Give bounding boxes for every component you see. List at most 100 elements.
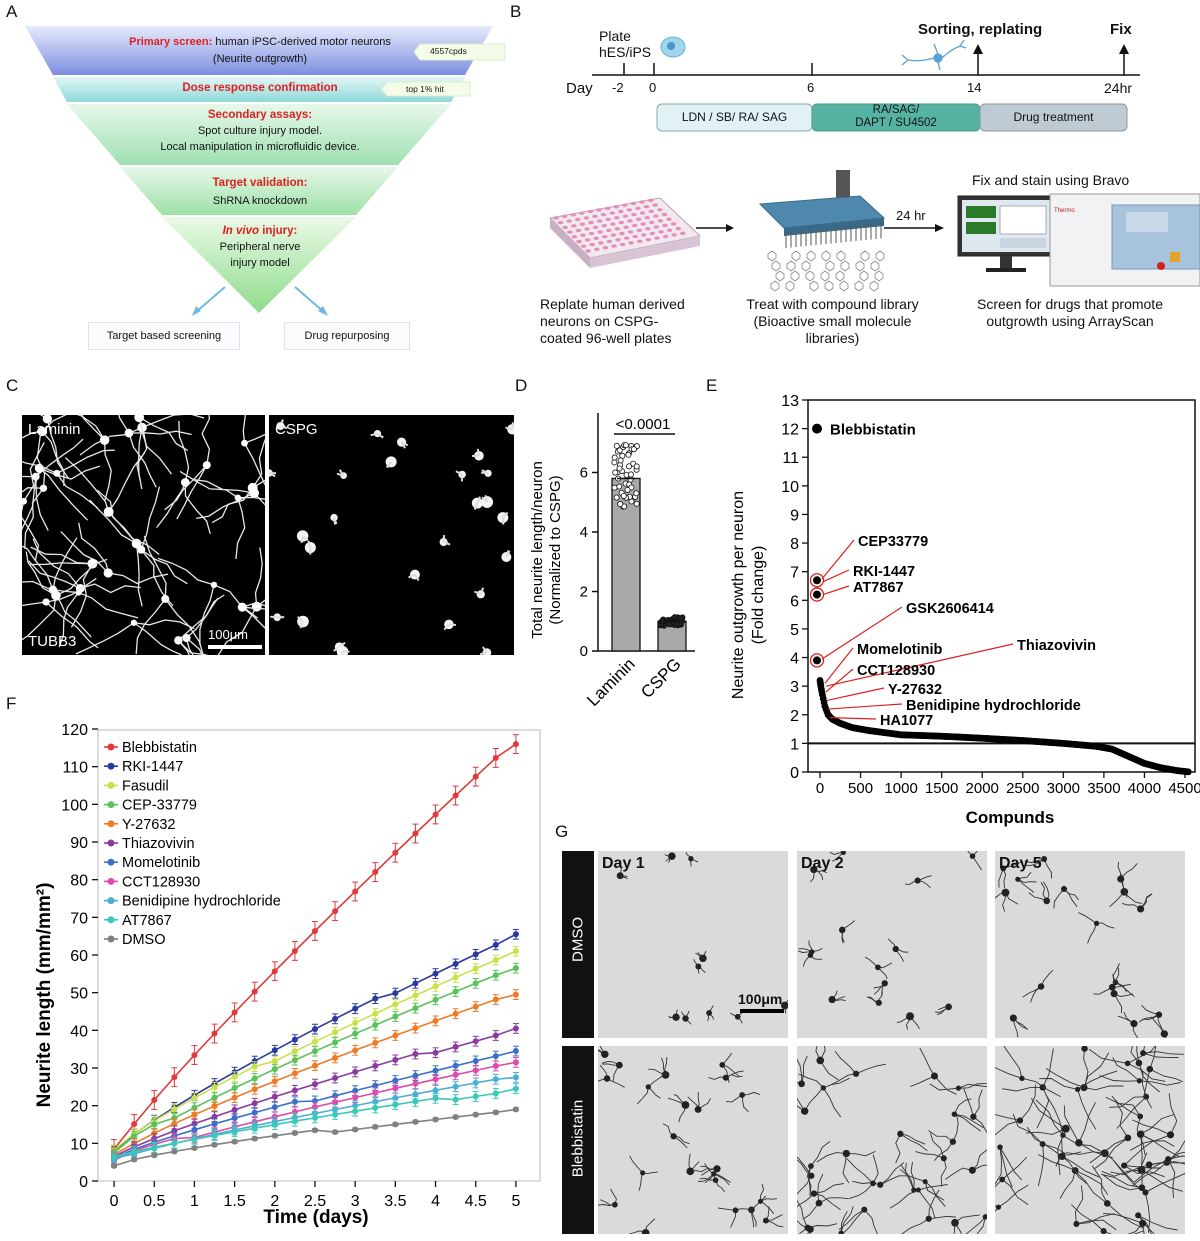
f-data-point [412, 980, 419, 987]
f-data-point [472, 1093, 479, 1100]
e-xtick: 3500 [1087, 780, 1120, 797]
e-annotation-line [824, 647, 854, 684]
f-data-point [452, 1083, 459, 1090]
f-ytick: 60 [70, 948, 88, 965]
f-data-point [311, 1062, 318, 1069]
f-data-point [332, 1015, 339, 1022]
f-ytick: 50 [70, 986, 88, 1003]
f-data-point [432, 1017, 439, 1024]
arrayscan-illustration: Thermo [1049, 193, 1200, 287]
f-data-point [332, 1054, 339, 1061]
day-label-1: Day 1 [602, 855, 645, 872]
row-label-blebbistatin: Blebbistatin [562, 1046, 594, 1234]
f-legend-marker [107, 801, 115, 809]
f-data-point [392, 1077, 399, 1084]
f-data-point [231, 1084, 238, 1091]
neurite-length-time-chart: Neurite length (mm/mm²) Time (days) 0102… [34, 722, 541, 1228]
f-data-point [492, 1062, 499, 1069]
f-legend-marker [107, 839, 115, 847]
f-xlabel: Time (days) [263, 1207, 368, 1228]
f-data-point [352, 1030, 359, 1037]
f-data-point [372, 1104, 379, 1111]
scale-text-c: 100μm [208, 627, 249, 642]
f-data-point [231, 1115, 238, 1122]
d-ylabel-2: (Normalized to CSPG) [547, 475, 564, 624]
e-annotation-label: CEP33779 [858, 534, 928, 550]
level3-line3: Local manipulation in microfluidic devic… [160, 141, 360, 153]
f-data-point [372, 1039, 379, 1046]
f-data-point [512, 991, 519, 998]
d-pvalue: <0.0001 [616, 416, 671, 433]
f-legend-marker [107, 858, 115, 866]
f-data-point [512, 1085, 519, 1092]
f-data-point [412, 1080, 419, 1087]
f-data-point [231, 1073, 238, 1080]
f-data-point [171, 1074, 178, 1081]
f-data-point [211, 1030, 218, 1037]
f-data-point [512, 965, 519, 972]
f-data-point [332, 908, 339, 915]
phase-image-blebbistatin-1 [598, 1046, 788, 1234]
f-data-point [291, 1087, 298, 1094]
e-ytick: 5 [790, 622, 799, 639]
f-data-point [512, 1059, 519, 1066]
scale-bar-g [740, 1009, 784, 1013]
day-24hr: 24hr [1104, 80, 1133, 96]
f-data-point [472, 980, 479, 987]
f-ytick: 40 [70, 1023, 88, 1040]
f-data-point [452, 1010, 459, 1017]
f-ytick: 0 [79, 1174, 88, 1191]
f-data-point [191, 1126, 198, 1133]
d-ytick: 4 [580, 524, 588, 541]
f-data-point [291, 947, 298, 954]
f-data-point [492, 1090, 499, 1097]
f-ytick: 100 [61, 797, 88, 814]
f-data-point [372, 1062, 379, 1069]
f-data-point [392, 1085, 399, 1092]
e-ytick: 2 [790, 708, 799, 725]
f-data-point [492, 1032, 499, 1039]
f-data-point [412, 830, 419, 837]
fold-change-scatter-chart: Neurite outgrowth per neuron (Fold chang… [730, 393, 1200, 827]
screening-funnel [25, 26, 506, 316]
f-data-point [472, 1111, 479, 1118]
f-data-point [311, 1127, 318, 1134]
fix-label: Fix [1110, 21, 1132, 38]
f-legend-marker [107, 935, 115, 943]
f-ytick: 70 [70, 910, 88, 927]
f-data-point [271, 1066, 278, 1073]
laminin-label: Laminin [28, 421, 81, 438]
stage-1-text: LDN / SB/ RA/ SAG [681, 110, 788, 124]
f-data-point [251, 1125, 258, 1132]
f-ytick: 120 [61, 722, 88, 739]
scale-bar-c [208, 645, 262, 649]
f-data-point [151, 1144, 158, 1151]
f-data-point [291, 1036, 298, 1043]
e-ytick: 10 [781, 479, 799, 496]
f-data-point [452, 988, 459, 995]
f-data-point [452, 1114, 459, 1121]
e-xtick: 1500 [925, 780, 958, 797]
f-data-point [372, 1022, 379, 1029]
f-data-point [231, 1128, 238, 1135]
f-data-point [392, 1032, 399, 1039]
d-ytick: 2 [580, 584, 588, 601]
e-annotation-label: GSK2606414 [906, 601, 994, 617]
e-ytick: 7 [790, 565, 799, 582]
e-ytick: 6 [790, 593, 799, 610]
e-annotation-line [827, 703, 903, 710]
level3-title: Secondary assays: [207, 109, 313, 121]
row-label-blebbistatin-text: Blebbistatin [569, 1099, 587, 1178]
f-xtick: 4.5 [465, 1193, 487, 1210]
f-data-point [372, 1089, 379, 1096]
f-data-point [231, 1106, 238, 1113]
f-legend-label: DMSO [122, 932, 166, 948]
f-data-point [191, 1111, 198, 1118]
level2-title: Dose response confirmation [182, 82, 338, 94]
f-data-point [412, 992, 419, 999]
f-data-point [211, 1120, 218, 1127]
f-legend-label: Momelotinib [122, 855, 200, 871]
f-legend-marker [107, 877, 115, 885]
f-data-point [131, 1156, 138, 1163]
neurite-length-bar-chart: Total neurite length/neuron (Normalized … [529, 413, 695, 710]
